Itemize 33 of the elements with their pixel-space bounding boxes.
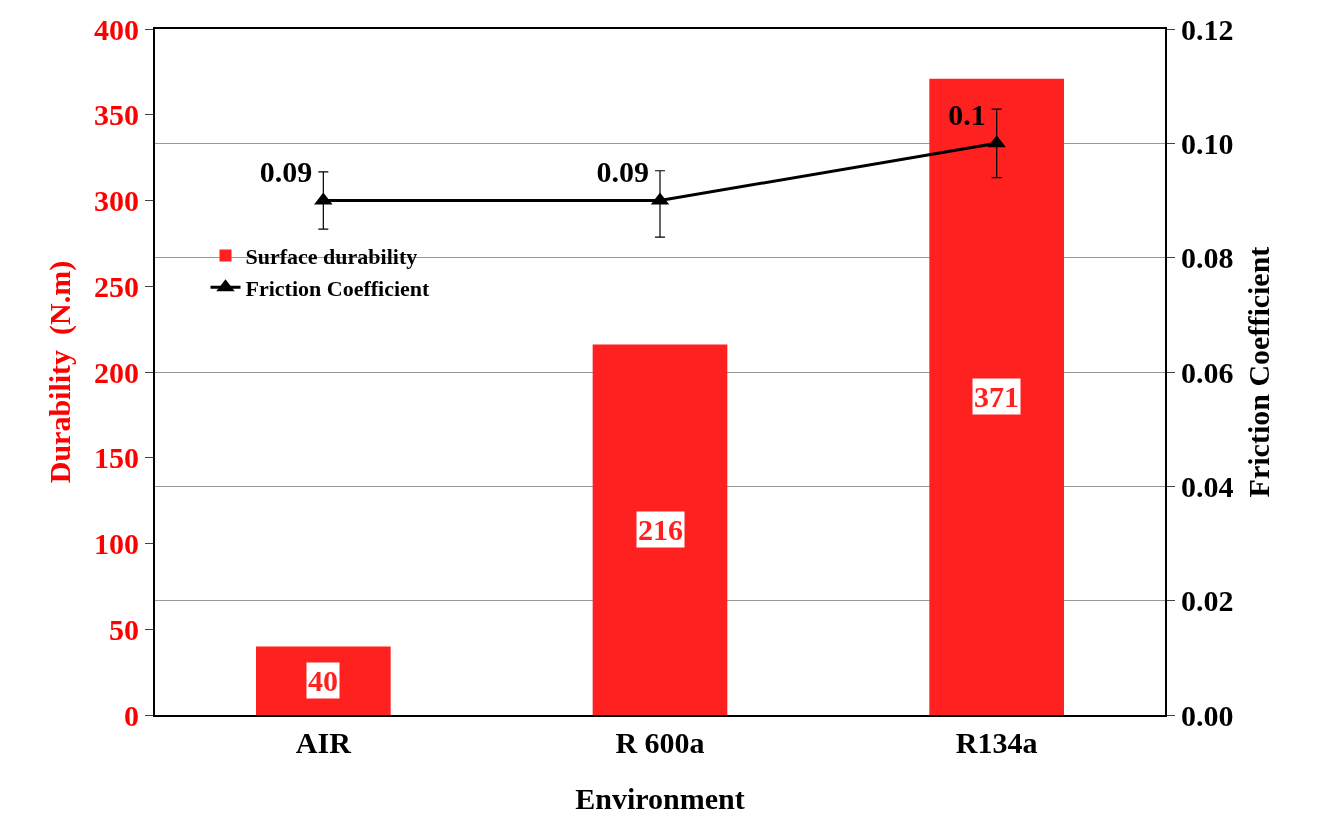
bar [592, 344, 728, 715]
x-tick-label: AIR [295, 726, 352, 759]
x-axis-title: Environment [575, 782, 745, 815]
y-tick-label: 350 [94, 98, 139, 132]
legend-label: Friction Coefficient [245, 275, 431, 301]
y2-tick-label: 0.00 [1181, 698, 1234, 732]
y-tick-label: 400 [94, 12, 139, 46]
y2-tick-label: 0.10 [1181, 126, 1234, 160]
data-label: 0.09 [596, 155, 649, 188]
y2-tick-label: 0.04 [1181, 469, 1234, 503]
y2-tick-label: 0.12 [1181, 12, 1234, 46]
data-label: 0.09 [259, 155, 313, 188]
x-tick-label: R 600a [615, 726, 705, 759]
y-tick-label: 50 [109, 612, 139, 646]
y-tick-label: 150 [94, 441, 139, 475]
legend-label: Surface durability [245, 244, 418, 270]
y2-tick-label: 0.02 [1181, 584, 1234, 618]
y-axis-title: Durability (N.m) [42, 260, 77, 484]
y-tick-label: 0 [124, 698, 139, 732]
bar [929, 78, 1064, 715]
data-label: 40 [308, 664, 338, 697]
y2-tick-label: 0.08 [1181, 241, 1234, 275]
y2-axis-title: Friction Coefficient [1241, 246, 1275, 498]
data-label: 0.1 [948, 97, 986, 131]
data-label: 371 [974, 380, 1019, 413]
x-tick-label: R134a [955, 726, 1038, 759]
data-label: 216 [638, 513, 683, 546]
y-tick-label: 200 [94, 355, 139, 389]
y2-tick-label: 0.06 [1181, 355, 1234, 389]
y-tick-label: 300 [94, 184, 139, 217]
y-tick-label: 100 [94, 527, 139, 560]
y-tick-label: 250 [94, 269, 139, 303]
bar [256, 646, 391, 715]
